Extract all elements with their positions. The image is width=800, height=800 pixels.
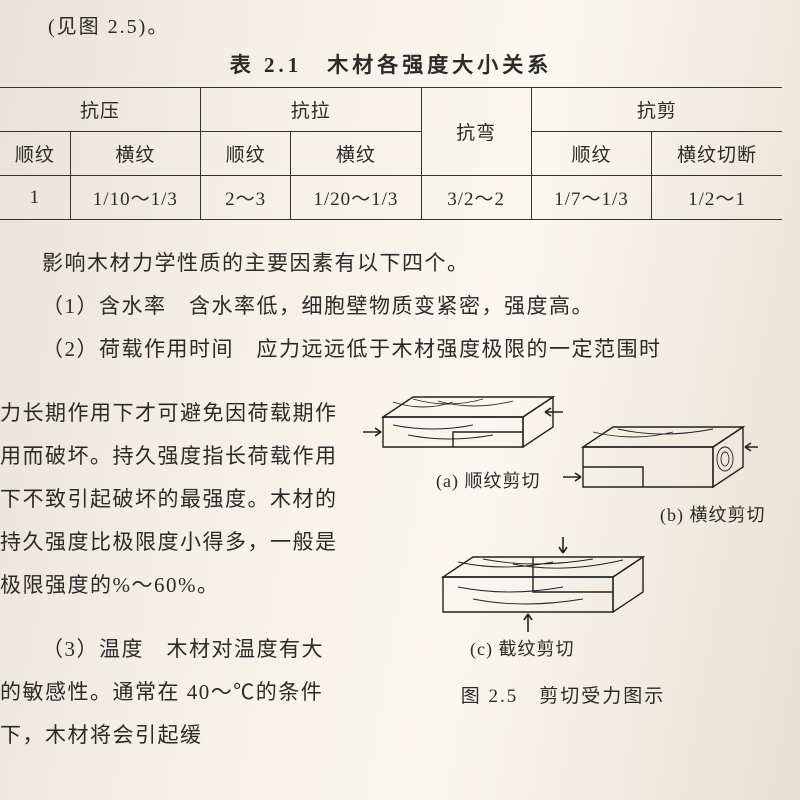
td: 1: [0, 176, 70, 220]
block-a-icon: [363, 397, 563, 447]
th: 横纹: [291, 132, 421, 176]
fig-label-c: (c) 截纹剪切: [470, 635, 574, 661]
th: 横纹切断: [652, 132, 782, 176]
strength-table: 抗压 抗拉 抗弯 抗剪 顺纹 横纹 顺纹 横纹 顺纹 横纹切断 1 1/10～1…: [0, 87, 782, 220]
page-scan: (见图 2.5)。 表 2.1 木材各强度大小关系 抗压 抗拉 抗弯 抗剪 顺纹…: [0, 0, 800, 779]
th-tension: 抗拉: [201, 88, 422, 132]
p3: （3）温度 木材对温度有大的敏感性。通常在 40～℃的条件下，木材将会引起缓: [0, 628, 340, 757]
th-bending: 抗弯: [421, 88, 531, 176]
td: 2～3: [201, 176, 291, 220]
text-figure-wrap: 力长期作用下才可避免因荷载期作用而破坏。持久强度指长荷载作用下不致引起破坏的最强…: [0, 371, 782, 778]
td: 3/2～2: [421, 176, 531, 220]
th-shear: 抗剪: [531, 88, 782, 132]
p2-line1: （2）荷载作用时间 应力远远低于木材强度极限的一定范围时: [0, 328, 782, 371]
figure-2-5: (a) 顺纹剪切 (b) 横纹剪切 (c) 截纹剪切 图 2.5 剪切受力图示: [340, 371, 782, 708]
table-caption: 表 2.1 木材各强度大小关系: [0, 49, 782, 79]
left-column: 力长期作用下才可避免因荷载期作用而破坏。持久强度指长荷载作用下不致引起破坏的最强…: [0, 371, 340, 778]
figure-caption: 图 2.5 剪切受力图示: [348, 681, 778, 708]
td: 1/20～1/3: [291, 176, 421, 220]
top-fragment: (见图 2.5)。: [48, 10, 782, 39]
p2-rest: 力长期作用下才可避免因荷载期作用而破坏。持久强度指长荷载作用下不致引起破坏的最强…: [0, 392, 340, 607]
body-text: 影响木材力学性质的主要因素有以下四个。 （1）含水率 含水率低，细胞壁物质变紧密…: [0, 242, 782, 371]
block-c-icon: [443, 537, 643, 632]
p1: （1）含水率 含水率低，细胞壁物质变紧密，强度高。: [0, 285, 782, 328]
th: 横纹: [70, 132, 200, 176]
shear-diagram-svg: [353, 377, 773, 677]
block-b-icon: [563, 427, 758, 487]
table-header-1: 抗压 抗拉 抗弯 抗剪: [0, 88, 782, 132]
th: 顺纹: [0, 132, 70, 176]
table-row: 1 1/10～1/3 2～3 1/20～1/3 3/2～2 1/7～1/3 1/…: [0, 176, 782, 220]
td: 1/2～1: [652, 176, 782, 220]
td: 1/10～1/3: [70, 176, 200, 220]
fig-label-a: (a) 顺纹剪切: [436, 467, 540, 493]
th: 顺纹: [531, 132, 651, 176]
fig-label-b: (b) 横纹剪切: [660, 501, 766, 527]
intro: 影响木材力学性质的主要因素有以下四个。: [0, 242, 782, 285]
table-header-2: 顺纹 横纹 顺纹 横纹 顺纹 横纹切断: [0, 132, 782, 176]
th: 顺纹: [201, 132, 291, 176]
th-compression: 抗压: [0, 88, 201, 132]
td: 1/7～1/3: [531, 176, 651, 220]
